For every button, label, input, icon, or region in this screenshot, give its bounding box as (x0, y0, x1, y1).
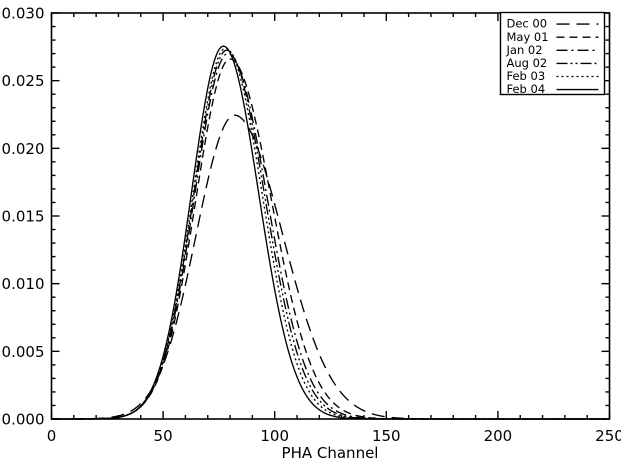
curve-series-group (51, 45, 609, 420)
legend-label-may-01: May 01 (507, 30, 549, 44)
legend-box (499, 11, 606, 96)
x-tick-label: 100 (260, 427, 289, 445)
y-tick-label: 0.020 (2, 140, 45, 158)
y-tick-label: 0.010 (2, 275, 45, 293)
y-tick-label: 0.015 (2, 208, 45, 226)
x-axis-title: PHA Channel (282, 444, 379, 462)
curve-jan-02 (51, 52, 609, 420)
y-tick-label: 0.025 (2, 72, 45, 90)
x-tick-label: 150 (372, 427, 401, 445)
x-tick-label: 0 (47, 427, 57, 445)
curve-feb-03 (51, 47, 609, 420)
curve-dec-00 (51, 114, 609, 420)
legend-label-dec-00: Dec 00 (507, 17, 548, 31)
curve-feb-04 (51, 45, 609, 420)
legend-label-feb-03: Feb 03 (507, 69, 546, 83)
curve-aug-02 (51, 49, 609, 420)
x-tick-label: 50 (154, 427, 173, 445)
legend-label-jan-02: Jan 02 (506, 43, 543, 57)
x-tick-label: 200 (484, 427, 513, 445)
legend-label-aug-02: Aug 02 (507, 56, 548, 70)
x-axis-tick-labels: 0 50 100 150 200 250 (47, 427, 621, 445)
legend-label-feb-04: Feb 04 (507, 82, 546, 96)
y-tick-label: 0.005 (2, 343, 45, 361)
curve-may-01 (51, 58, 609, 420)
y-tick-label: 0.030 (2, 5, 45, 23)
y-axis-tick-labels: 0.000 0.005 0.010 0.015 0.020 0.025 0.030 (2, 5, 45, 429)
axis-ticks (50, 12, 611, 420)
x-tick-label: 250 (595, 427, 621, 445)
y-tick-label: 0.000 (2, 411, 45, 429)
